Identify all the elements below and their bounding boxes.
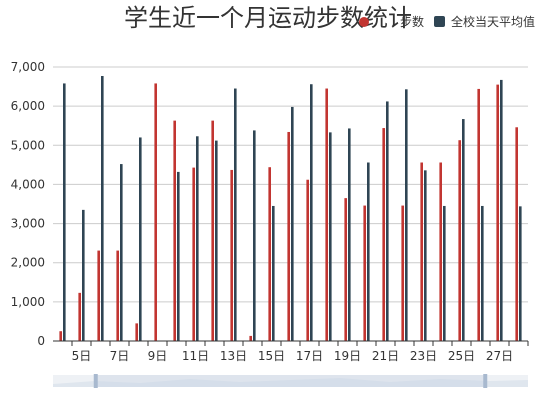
bar-steps[interactable] bbox=[78, 292, 81, 341]
x-tick-label: 21日 bbox=[372, 349, 399, 363]
bar-steps[interactable] bbox=[439, 162, 442, 341]
x-tick-label: 13日 bbox=[220, 349, 247, 363]
bar-steps[interactable] bbox=[496, 84, 499, 341]
data-zoom-slider[interactable] bbox=[53, 374, 528, 388]
chart-legend[interactable]: 步数 全校当天平均值 bbox=[359, 14, 535, 29]
legend-item-steps[interactable]: 步数 bbox=[359, 14, 424, 29]
bar-steps[interactable] bbox=[230, 169, 233, 341]
bar-school-average[interactable] bbox=[139, 137, 142, 341]
data-zoom-handle-right[interactable] bbox=[483, 374, 488, 388]
legend-item-school-average[interactable]: 全校当天平均值 bbox=[434, 14, 535, 29]
y-tick-label: 0 bbox=[37, 334, 45, 348]
bar-steps[interactable] bbox=[420, 162, 423, 341]
bar-steps[interactable] bbox=[192, 167, 195, 341]
bar-school-average[interactable] bbox=[481, 205, 484, 341]
bar-school-average[interactable] bbox=[291, 106, 294, 341]
bar-school-average[interactable] bbox=[120, 164, 123, 341]
bar-school-average[interactable] bbox=[234, 88, 237, 342]
legend-marker-school-average bbox=[434, 16, 445, 27]
legend-marker-steps bbox=[359, 17, 369, 27]
data-zoom-preview bbox=[53, 378, 528, 387]
bar-school-average[interactable] bbox=[405, 89, 408, 341]
bar-school-average[interactable] bbox=[63, 83, 66, 341]
legend-label-steps: 步数 bbox=[400, 14, 424, 29]
data-zoom-handle-left[interactable] bbox=[93, 374, 98, 388]
bar-steps[interactable] bbox=[458, 140, 461, 341]
y-tick-label: 5,000 bbox=[11, 138, 45, 152]
bars bbox=[59, 76, 522, 342]
bar-steps[interactable] bbox=[515, 127, 518, 341]
bar-school-average[interactable] bbox=[196, 136, 199, 341]
bar-steps[interactable] bbox=[154, 83, 157, 341]
bar-school-average[interactable] bbox=[462, 119, 465, 341]
y-axis: 0 1,000 2,000 3,000 4,000 5,000 6,000 7,000 bbox=[11, 60, 45, 348]
bar-school-average[interactable] bbox=[329, 132, 332, 341]
bar-school-average[interactable] bbox=[519, 206, 522, 341]
grid-lines bbox=[53, 66, 528, 303]
bar-school-average[interactable] bbox=[82, 209, 85, 341]
bar-steps[interactable] bbox=[325, 88, 328, 342]
x-tick-label: 5日 bbox=[72, 349, 92, 363]
data-zoom-window[interactable] bbox=[95, 375, 486, 387]
x-tick-label: 9日 bbox=[148, 349, 168, 363]
bar-steps[interactable] bbox=[116, 250, 119, 341]
bar-steps[interactable] bbox=[97, 250, 100, 341]
bar-school-average[interactable] bbox=[310, 84, 313, 342]
bar-steps[interactable] bbox=[401, 205, 404, 341]
x-tick-label: 25日 bbox=[448, 349, 475, 363]
x-tick-label: 17日 bbox=[296, 349, 323, 363]
bar-school-average[interactable] bbox=[386, 101, 389, 342]
x-tick-label: 15日 bbox=[258, 349, 285, 363]
y-tick-label: 6,000 bbox=[11, 99, 45, 113]
bar-steps[interactable] bbox=[59, 331, 62, 341]
bar-steps[interactable] bbox=[287, 131, 290, 341]
bar-school-average[interactable] bbox=[348, 128, 351, 341]
bar-steps[interactable] bbox=[306, 179, 309, 341]
x-tick-label: 19日 bbox=[334, 349, 361, 363]
bar-school-average[interactable] bbox=[272, 205, 275, 341]
x-tick-label: 7日 bbox=[110, 349, 130, 363]
bar-steps[interactable] bbox=[382, 128, 385, 341]
x-tick-label: 23日 bbox=[410, 349, 437, 363]
chart-title: 学生近一个月运动步数统计 bbox=[124, 4, 412, 32]
bar-school-average[interactable] bbox=[101, 76, 104, 341]
bar-school-average[interactable] bbox=[177, 171, 180, 341]
bar-school-average[interactable] bbox=[424, 170, 427, 341]
bar-school-average[interactable] bbox=[215, 140, 218, 341]
bar-school-average[interactable] bbox=[500, 79, 503, 341]
bar-steps[interactable] bbox=[268, 167, 271, 341]
bar-steps[interactable] bbox=[249, 335, 252, 341]
x-tick-label: 11日 bbox=[182, 349, 209, 363]
legend-label-school-average: 全校当天平均值 bbox=[451, 14, 535, 29]
bar-school-average[interactable] bbox=[253, 130, 256, 341]
y-tick-label: 2,000 bbox=[11, 256, 45, 270]
y-tick-label: 3,000 bbox=[11, 217, 45, 231]
bar-school-average[interactable] bbox=[367, 162, 370, 341]
y-tick-label: 1,000 bbox=[11, 295, 45, 309]
bar-steps[interactable] bbox=[344, 198, 347, 341]
bar-steps[interactable] bbox=[363, 205, 366, 341]
y-tick-label: 4,000 bbox=[11, 177, 45, 191]
bar-steps[interactable] bbox=[135, 323, 138, 341]
x-axis: 5日 7日 9日 11日 13日 15日 17日 19日 21日 23日 25日 27日 bbox=[71, 341, 529, 363]
bar-steps[interactable] bbox=[211, 120, 214, 341]
bar-steps[interactable] bbox=[173, 120, 176, 341]
y-tick-label: 7,000 bbox=[11, 60, 45, 74]
bar-school-average[interactable] bbox=[443, 205, 446, 341]
bar-steps[interactable] bbox=[477, 88, 480, 341]
x-tick-label: 27日 bbox=[486, 349, 513, 363]
